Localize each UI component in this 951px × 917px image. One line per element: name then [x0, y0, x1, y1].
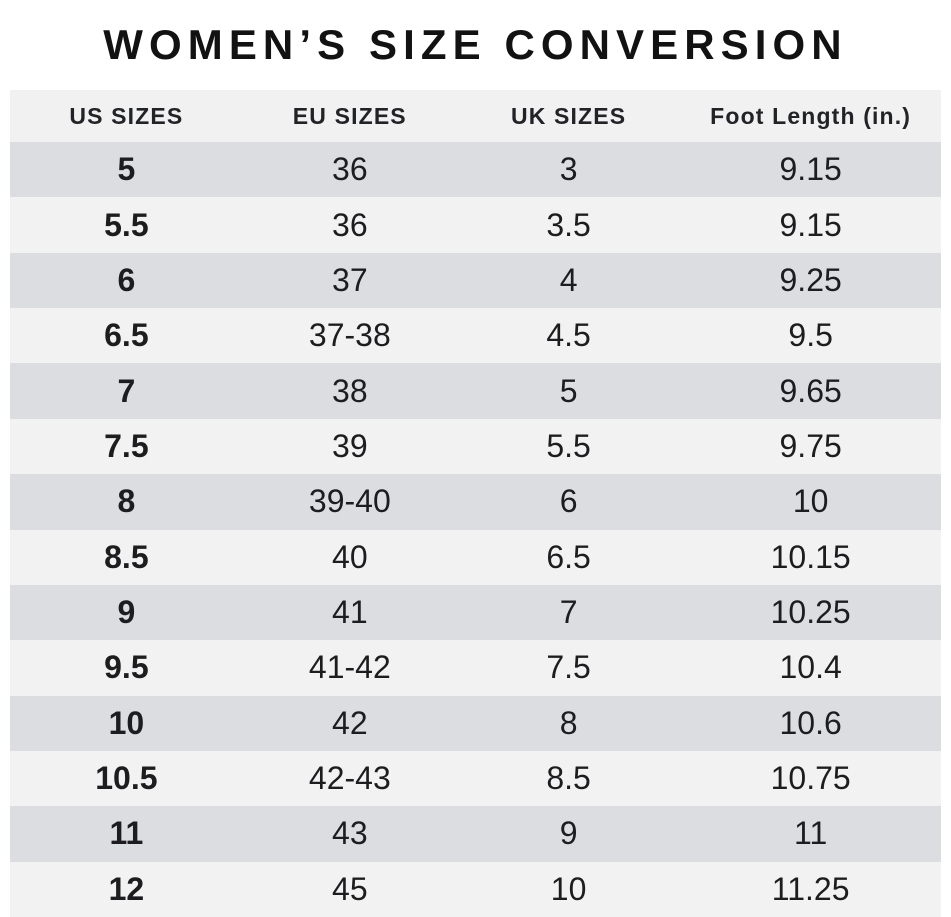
cell-uk-size: 8	[559, 704, 578, 741]
cell-uk-size: 7.5	[546, 649, 591, 686]
cell-eu-size: 42	[332, 704, 368, 741]
table-row: 12 45 10 11.25	[10, 861, 941, 917]
cell-us-size: 10	[108, 704, 145, 741]
cell-foot-length: 10.4	[779, 649, 842, 686]
cell-foot-length: 10.15	[770, 538, 851, 575]
cell-uk-size: 3	[559, 151, 578, 188]
cell-foot-length: 9.75	[779, 427, 842, 464]
cell-us-size: 6.5	[104, 317, 149, 354]
cell-us-size: 9.5	[104, 649, 149, 686]
table-header-row: US SIZES EU SIZES UK SIZES Foot Length (…	[10, 90, 941, 142]
cell-foot-length: 9.15	[779, 151, 842, 188]
cell-uk-size: 7	[559, 594, 578, 631]
table-body: 5 36 3 9.15 5.5 36 3.5 9.15 6 37 4 9.25 6.5 37-38 4.5 9…	[10, 142, 941, 917]
cell-uk-size: 5	[559, 372, 578, 409]
cell-uk-size: 6.5	[546, 538, 591, 575]
table-row: 8.5 40 6.5 10.15	[10, 529, 941, 585]
cell-us-size: 12	[108, 870, 145, 907]
column-header-us-sizes: US SIZES	[69, 102, 184, 129]
cell-eu-size: 36	[332, 151, 368, 188]
table-row: 6.5 37-38 4.5 9.5	[10, 308, 941, 364]
table-row: 5.5 36 3.5 9.15	[10, 197, 941, 253]
table-row: 9 41 7 10.25	[10, 584, 941, 641]
cell-eu-size: 45	[332, 870, 368, 907]
cell-us-size: 7	[117, 372, 136, 409]
cell-foot-length: 10.6	[779, 704, 842, 741]
cell-us-size: 8	[117, 483, 136, 520]
cell-eu-size: 42-43	[308, 760, 391, 797]
table-row: 10 42 8 10.6	[10, 695, 941, 751]
cell-eu-size: 41-42	[308, 649, 391, 686]
cell-uk-size: 6	[559, 483, 578, 520]
cell-eu-size: 36	[332, 206, 368, 243]
cell-uk-size: 10	[550, 870, 587, 907]
table-row: 7 38 5 9.65	[10, 363, 941, 419]
cell-us-size: 6	[117, 261, 136, 298]
cell-foot-length: 11.25	[771, 870, 850, 907]
cell-us-size: 9	[117, 594, 136, 631]
table-row: 7.5 39 5.5 9.75	[10, 418, 941, 475]
cell-eu-size: 43	[332, 815, 368, 852]
cell-us-size: 7.5	[104, 427, 149, 464]
column-header-foot-length: Foot Length (in.)	[710, 102, 912, 129]
cell-foot-length: 10.75	[770, 760, 851, 797]
cell-eu-size: 41	[332, 594, 368, 631]
cell-uk-size: 8.5	[546, 760, 591, 797]
column-header-eu-sizes: EU SIZES	[292, 102, 407, 129]
cell-us-size: 10.5	[95, 760, 158, 797]
cell-uk-size: 9	[559, 815, 578, 852]
page-title: WOMEN’S SIZE CONVERSION	[103, 21, 848, 68]
cell-us-size: 5.5	[104, 206, 149, 243]
cell-eu-size: 38	[332, 372, 368, 409]
cell-foot-length: 9.15	[779, 206, 842, 243]
cell-us-size: 11	[109, 815, 144, 852]
table-row: 11 43 9 11	[10, 806, 941, 862]
table-row: 6 37 4 9.25	[10, 252, 941, 309]
table-row: 8 39-40 6 10	[10, 474, 941, 530]
cell-eu-size: 40	[332, 538, 368, 575]
cell-eu-size: 37-38	[308, 317, 391, 354]
cell-us-size: 5	[117, 151, 136, 188]
cell-uk-size: 5.5	[546, 427, 591, 464]
column-header-uk-sizes: UK SIZES	[510, 102, 627, 129]
cell-foot-length: 10	[792, 483, 829, 520]
table-row: 10.5 42-43 8.5 10.75	[10, 750, 941, 807]
cell-us-size: 8.5	[104, 538, 149, 575]
size-conversion-table: US SIZES EU SIZES UK SIZES Foot Length (…	[10, 90, 941, 917]
table-row: 5 36 3 9.15	[10, 142, 941, 198]
cell-foot-length: 10.25	[770, 594, 851, 631]
cell-eu-size: 37	[332, 261, 368, 298]
table-row: 9.5 41-42 7.5 10.4	[10, 640, 941, 696]
cell-uk-size: 4	[559, 261, 578, 298]
cell-foot-length: 9.25	[779, 261, 842, 298]
cell-foot-length: 9.65	[779, 372, 842, 409]
cell-eu-size: 39	[332, 427, 368, 464]
cell-eu-size: 39-40	[308, 483, 391, 520]
cell-uk-size: 3.5	[546, 206, 591, 243]
cell-foot-length: 11	[794, 815, 828, 852]
cell-foot-length: 9.5	[788, 317, 833, 354]
cell-uk-size: 4.5	[546, 317, 591, 354]
